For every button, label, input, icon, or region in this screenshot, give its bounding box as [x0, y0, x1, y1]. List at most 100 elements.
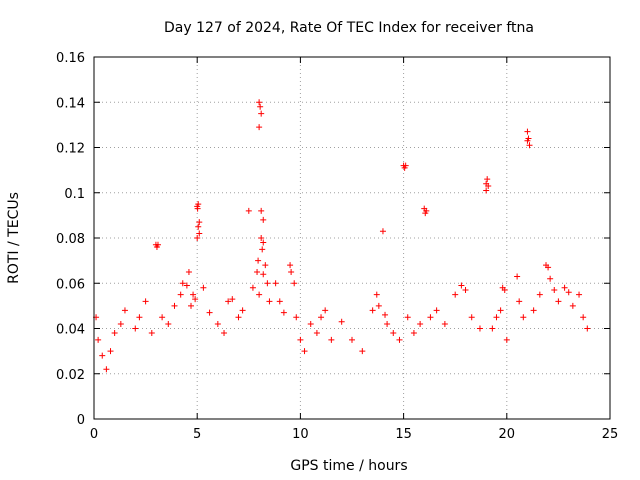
data-point	[402, 162, 409, 169]
data-point	[171, 302, 178, 309]
data-point	[328, 336, 335, 343]
data-point	[404, 314, 411, 321]
data-point	[179, 280, 186, 287]
data-point	[117, 320, 124, 327]
data-point	[183, 282, 190, 289]
data-point	[190, 291, 197, 298]
data-points	[93, 99, 591, 373]
grid-lines	[94, 57, 610, 419]
data-point	[264, 280, 271, 287]
x-tick-label: 20	[499, 427, 516, 442]
data-point	[427, 314, 434, 321]
data-point	[417, 320, 424, 327]
data-point	[501, 287, 508, 294]
y-tick-label: 0	[77, 413, 85, 428]
data-point	[257, 103, 264, 110]
x-tick-label: 0	[90, 427, 98, 442]
data-point	[551, 287, 558, 294]
data-point	[484, 176, 491, 183]
data-point	[423, 207, 430, 214]
data-point	[272, 280, 279, 287]
y-axis-label: ROTI / TECUs	[6, 192, 22, 284]
data-point	[225, 298, 232, 305]
x-tick-label: 15	[395, 427, 412, 442]
data-point	[503, 336, 510, 343]
data-point	[256, 291, 263, 298]
data-point	[536, 291, 543, 298]
data-point	[99, 352, 106, 359]
data-point	[185, 268, 192, 275]
data-point	[497, 307, 504, 314]
data-point	[258, 235, 265, 241]
data-point	[530, 307, 537, 314]
data-point	[569, 302, 576, 309]
data-point	[235, 314, 242, 321]
data-point	[297, 336, 304, 343]
data-point	[142, 298, 149, 305]
data-point	[359, 348, 366, 355]
data-point	[293, 314, 300, 321]
data-point	[524, 128, 531, 135]
y-tick-label: 0.02	[56, 368, 85, 383]
data-point	[111, 330, 118, 337]
data-point	[493, 314, 500, 321]
data-point	[121, 307, 128, 314]
data-point	[195, 201, 202, 208]
data-point	[132, 325, 139, 332]
data-point	[260, 271, 267, 278]
data-point	[322, 307, 329, 314]
data-point	[565, 289, 572, 296]
data-point	[452, 291, 459, 298]
data-point	[301, 348, 308, 355]
data-point	[458, 282, 465, 289]
data-point	[485, 182, 492, 189]
data-point	[239, 307, 246, 314]
y-tick-label: 0.1	[64, 187, 85, 202]
data-point	[195, 223, 202, 230]
y-tick-label: 0.08	[56, 232, 85, 247]
data-point	[375, 302, 382, 309]
data-point	[254, 268, 261, 275]
data-point	[526, 142, 533, 149]
data-point	[159, 314, 166, 321]
data-point	[258, 207, 265, 214]
data-point	[154, 241, 161, 248]
data-point	[136, 314, 143, 321]
data-point	[262, 262, 269, 269]
data-point	[545, 264, 552, 271]
data-point	[95, 336, 102, 343]
data-point	[555, 298, 562, 305]
data-point	[489, 325, 496, 332]
data-point	[307, 320, 314, 327]
data-point	[200, 284, 207, 291]
data-point	[396, 336, 403, 343]
y-tick-label: 0.06	[56, 277, 85, 292]
data-point	[483, 187, 490, 194]
y-tick-label: 0.04	[56, 323, 85, 338]
y-tick-label: 0.16	[56, 51, 85, 66]
data-point	[260, 239, 267, 246]
data-point	[349, 336, 355, 343]
data-point	[520, 314, 527, 321]
data-point	[256, 99, 263, 106]
data-point	[410, 330, 417, 337]
data-point	[441, 320, 448, 327]
data-point	[260, 216, 267, 223]
data-point	[107, 348, 114, 355]
data-point	[561, 284, 568, 291]
plot-frame	[93, 56, 611, 420]
data-point	[369, 307, 376, 314]
data-point	[165, 320, 172, 327]
data-point	[384, 320, 391, 327]
data-point	[433, 307, 440, 314]
y-tick-label: 0.14	[56, 96, 85, 111]
data-point	[192, 296, 199, 303]
data-point	[462, 287, 469, 294]
data-point	[249, 284, 256, 291]
data-point	[580, 314, 587, 321]
data-point	[194, 235, 201, 241]
x-tick-label: 5	[193, 427, 201, 442]
data-point	[291, 280, 298, 287]
data-point	[229, 296, 236, 303]
